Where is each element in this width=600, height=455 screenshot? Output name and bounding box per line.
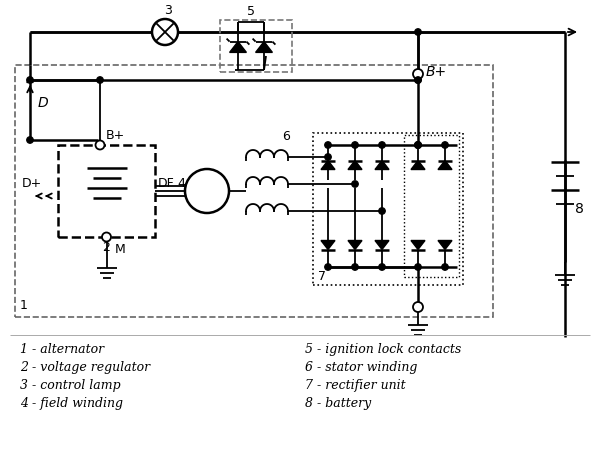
Circle shape (379, 208, 385, 215)
Circle shape (413, 302, 423, 312)
Circle shape (352, 182, 358, 188)
Polygon shape (348, 161, 362, 170)
Circle shape (379, 264, 385, 271)
Text: DF: DF (158, 177, 175, 190)
Text: 8 - battery: 8 - battery (305, 396, 371, 409)
Text: 4: 4 (177, 177, 185, 190)
Text: 5: 5 (247, 5, 255, 18)
Circle shape (325, 154, 331, 161)
Circle shape (27, 78, 33, 84)
Circle shape (152, 20, 178, 46)
Text: M: M (115, 243, 125, 255)
Circle shape (442, 142, 448, 149)
Circle shape (27, 137, 33, 144)
Circle shape (415, 78, 421, 84)
Text: D+: D+ (22, 177, 42, 190)
Polygon shape (411, 241, 425, 250)
Text: 2: 2 (103, 241, 110, 253)
Text: 5 - ignition lock contacts: 5 - ignition lock contacts (305, 342, 461, 355)
Polygon shape (321, 161, 335, 170)
Polygon shape (375, 241, 389, 250)
Circle shape (185, 170, 229, 213)
Text: B+: B+ (426, 65, 447, 79)
Text: D: D (38, 96, 49, 110)
Text: 6 - stator winding: 6 - stator winding (305, 360, 418, 373)
Circle shape (413, 70, 423, 80)
Polygon shape (321, 241, 335, 250)
Circle shape (415, 142, 421, 149)
Circle shape (415, 264, 421, 271)
Polygon shape (375, 161, 389, 170)
Text: 3: 3 (164, 4, 172, 17)
Circle shape (325, 142, 331, 149)
Polygon shape (256, 42, 272, 53)
Text: 1: 1 (20, 298, 28, 311)
Polygon shape (438, 241, 452, 250)
Circle shape (97, 78, 103, 84)
Polygon shape (438, 161, 452, 170)
Circle shape (95, 141, 104, 150)
Circle shape (442, 264, 448, 271)
Text: B+: B+ (106, 129, 125, 142)
Text: 7 - rectifier unit: 7 - rectifier unit (305, 378, 406, 391)
Circle shape (379, 142, 385, 149)
Bar (58, 146, 155, 238)
Circle shape (352, 264, 358, 271)
Circle shape (415, 142, 421, 149)
Circle shape (325, 264, 331, 271)
Polygon shape (411, 161, 425, 170)
Text: 2 - voltage regulator: 2 - voltage regulator (20, 360, 150, 373)
Text: 4 - field winding: 4 - field winding (20, 396, 123, 409)
Circle shape (102, 233, 111, 242)
Polygon shape (230, 42, 247, 53)
Circle shape (415, 142, 421, 149)
Text: 8: 8 (575, 202, 584, 216)
Circle shape (415, 78, 421, 84)
Circle shape (415, 30, 421, 36)
Text: 1 - alternator: 1 - alternator (20, 342, 104, 355)
Circle shape (352, 142, 358, 149)
Text: 7: 7 (318, 269, 326, 283)
Text: 3 - control lamp: 3 - control lamp (20, 378, 121, 391)
Text: 6: 6 (282, 130, 290, 143)
Polygon shape (348, 241, 362, 250)
